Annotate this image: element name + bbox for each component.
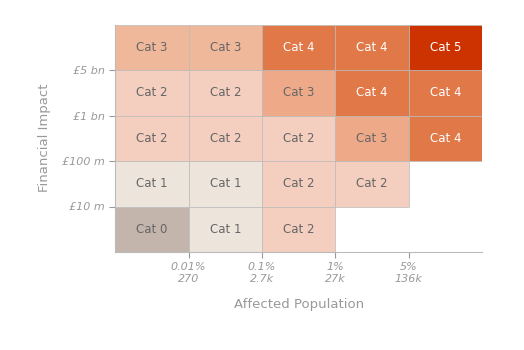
Bar: [262, 70, 335, 116]
Bar: [115, 70, 189, 116]
Text: Cat 2: Cat 2: [283, 223, 314, 236]
Text: Cat 4: Cat 4: [430, 86, 461, 99]
Bar: [115, 206, 189, 252]
Bar: [189, 161, 262, 206]
Bar: [262, 206, 335, 252]
Text: Cat 2: Cat 2: [283, 132, 314, 145]
Text: Cat 2: Cat 2: [136, 132, 168, 145]
Bar: [189, 70, 262, 116]
Y-axis label: Financial Impact: Financial Impact: [38, 84, 51, 192]
Text: Cat 4: Cat 4: [356, 41, 388, 54]
Bar: [189, 116, 262, 161]
Bar: [335, 161, 409, 206]
Text: Cat 2: Cat 2: [136, 86, 168, 99]
Text: Cat 1: Cat 1: [210, 177, 241, 190]
Text: Cat 2: Cat 2: [210, 86, 241, 99]
Text: Cat 2: Cat 2: [210, 132, 241, 145]
Bar: [262, 25, 335, 70]
Text: Cat 3: Cat 3: [136, 41, 168, 54]
Text: Cat 4: Cat 4: [283, 41, 314, 54]
Bar: [115, 116, 189, 161]
Bar: [409, 116, 482, 161]
Bar: [189, 206, 262, 252]
Text: Cat 1: Cat 1: [210, 223, 241, 236]
Bar: [335, 25, 409, 70]
Text: Cat 3: Cat 3: [356, 132, 388, 145]
X-axis label: Affected Population: Affected Population: [234, 298, 364, 311]
Text: Cat 3: Cat 3: [210, 41, 241, 54]
Bar: [409, 70, 482, 116]
Bar: [115, 25, 189, 70]
Bar: [189, 25, 262, 70]
Text: Cat 2: Cat 2: [356, 177, 388, 190]
Text: Cat 2: Cat 2: [283, 177, 314, 190]
Text: Cat 4: Cat 4: [430, 132, 461, 145]
Bar: [262, 116, 335, 161]
Bar: [335, 70, 409, 116]
Bar: [262, 161, 335, 206]
Text: Cat 5: Cat 5: [430, 41, 461, 54]
Text: Cat 0: Cat 0: [136, 223, 168, 236]
Text: Cat 4: Cat 4: [356, 86, 388, 99]
Text: Cat 1: Cat 1: [136, 177, 168, 190]
Bar: [335, 116, 409, 161]
Bar: [409, 25, 482, 70]
Text: Cat 3: Cat 3: [283, 86, 314, 99]
Bar: [115, 161, 189, 206]
